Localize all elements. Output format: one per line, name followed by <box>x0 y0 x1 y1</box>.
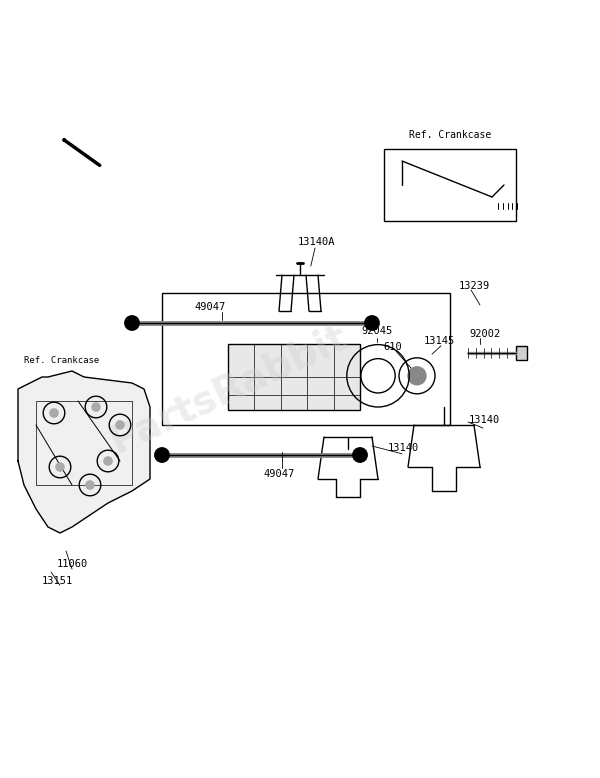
Circle shape <box>49 408 59 418</box>
Bar <box>384 149 516 221</box>
Text: Ref. Crankcase: Ref. Crankcase <box>24 356 99 365</box>
Text: 13151: 13151 <box>41 576 73 586</box>
Text: 13145: 13145 <box>424 336 455 346</box>
Text: 13239: 13239 <box>458 281 490 291</box>
Circle shape <box>103 456 113 466</box>
Bar <box>516 345 527 360</box>
Circle shape <box>55 462 65 471</box>
Text: 92002: 92002 <box>469 329 500 338</box>
Circle shape <box>115 420 125 429</box>
Text: 13140A: 13140A <box>298 237 335 247</box>
Text: 92045: 92045 <box>361 327 392 336</box>
Circle shape <box>365 316 379 330</box>
Text: Ref. Crankcase: Ref. Crankcase <box>409 130 491 140</box>
Circle shape <box>353 448 367 462</box>
Text: 49047: 49047 <box>194 303 226 313</box>
Text: PartsRabbit: PartsRabbit <box>103 317 353 461</box>
Text: 610: 610 <box>383 342 403 352</box>
Circle shape <box>125 316 139 330</box>
Bar <box>162 293 450 425</box>
Circle shape <box>85 480 95 490</box>
Bar <box>228 344 360 410</box>
Text: 13140: 13140 <box>388 443 419 453</box>
Text: 11060: 11060 <box>56 559 88 569</box>
Circle shape <box>155 448 169 462</box>
Bar <box>36 401 132 485</box>
Circle shape <box>91 402 101 412</box>
Text: 49047: 49047 <box>263 469 295 479</box>
Circle shape <box>408 366 426 385</box>
Polygon shape <box>18 371 150 533</box>
Text: 13140: 13140 <box>469 415 500 426</box>
